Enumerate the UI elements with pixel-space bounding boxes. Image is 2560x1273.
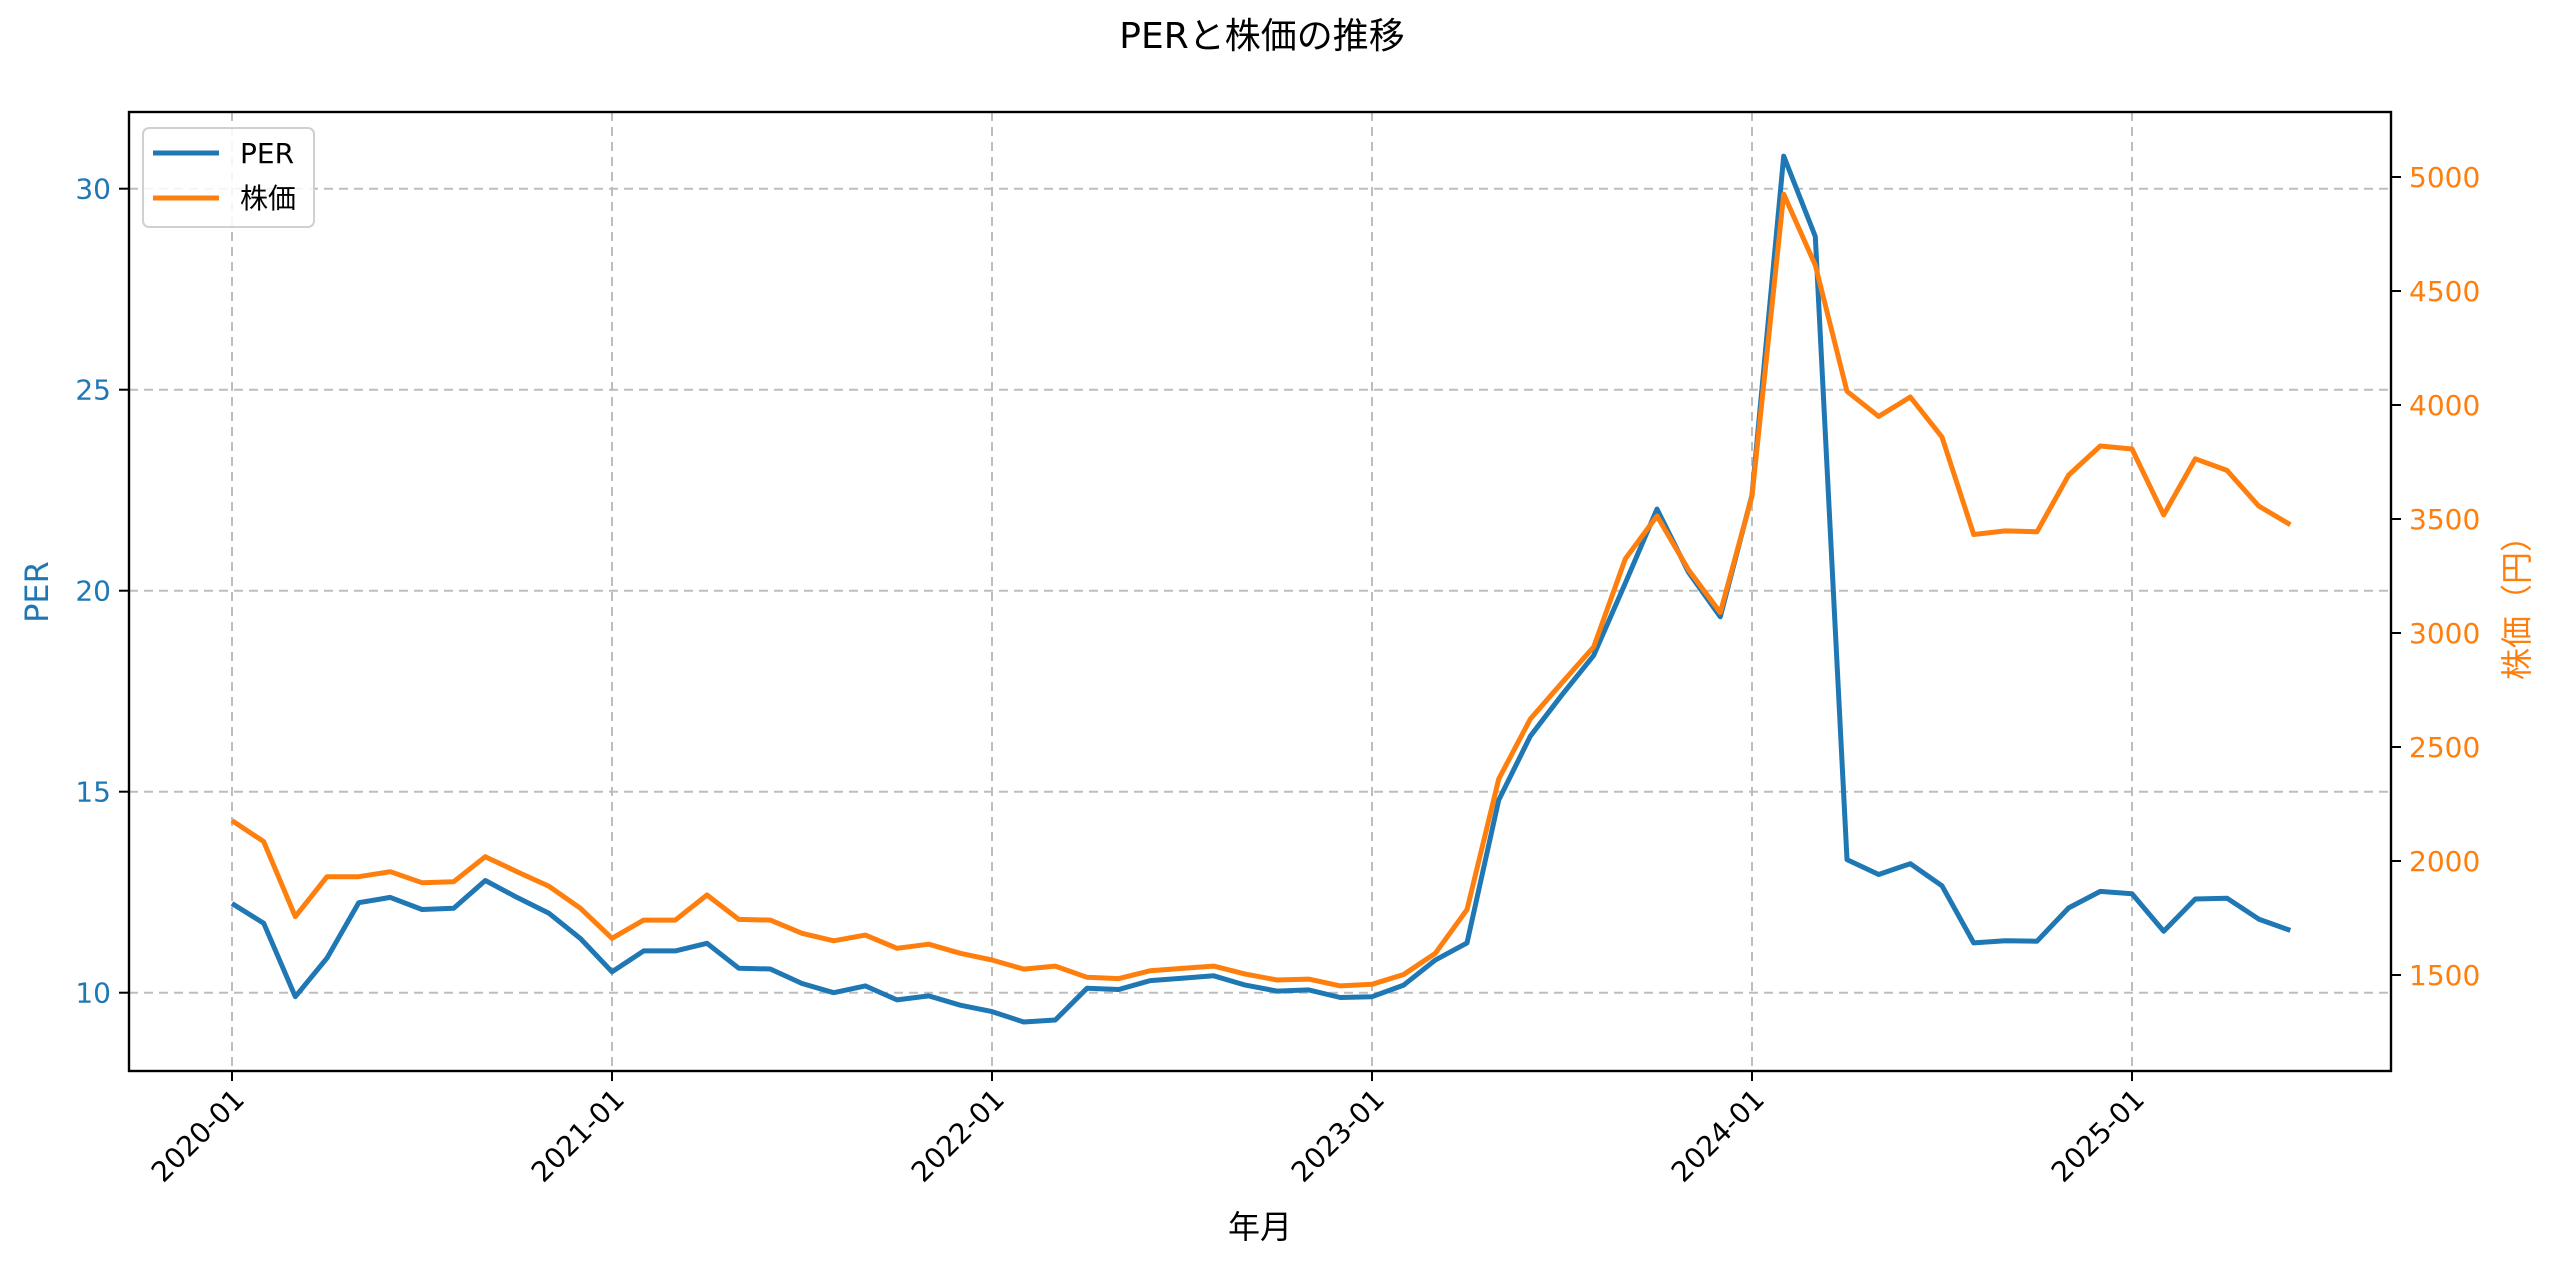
y-right-tick-label: 3000 (2409, 617, 2480, 650)
x-tick-label: 2023-01 (1285, 1083, 1391, 1189)
series-price-line (230, 191, 2292, 989)
x-tick-label: 2020-01 (145, 1083, 251, 1189)
left-y-axis: 10 15 20 25 30 (75, 173, 129, 1010)
y-left-tick-label: 15 (75, 776, 111, 809)
grid-lines (129, 112, 2391, 1071)
chart-title: PERと株価の推移 (1119, 16, 1404, 57)
right-y-axis: 1500 2000 2500 3000 3500 4000 4500 5000 (2391, 161, 2480, 992)
legend-label-per: PER (240, 137, 294, 170)
x-tick-label: 2025-01 (2045, 1083, 2151, 1189)
y-left-tick-label: 25 (75, 374, 111, 407)
x-tick-label: 2021-01 (525, 1083, 631, 1189)
y-right-tick-label: 2500 (2409, 731, 2480, 764)
y-axis-left-label: PER (18, 561, 56, 623)
legend: PER 株価 (142, 127, 315, 228)
y-left-tick-label: 20 (75, 575, 111, 608)
series-per-line (230, 153, 2292, 1025)
y-right-tick-label: 1500 (2409, 959, 2480, 992)
y-right-tick-label: 4000 (2409, 389, 2480, 422)
legend-label-price: 株価 (240, 182, 296, 215)
y-right-tick-label: 2000 (2409, 845, 2480, 878)
y-left-tick-label: 10 (75, 977, 111, 1010)
x-axis-label: 年月 (1228, 1208, 1292, 1246)
y-left-tick-label: 30 (75, 173, 111, 206)
y-axis-right-label: 株価（円） (2498, 520, 2536, 680)
y-right-tick-label: 5000 (2409, 161, 2480, 194)
x-tick-label: 2022-01 (905, 1083, 1011, 1189)
y-right-tick-label: 4500 (2409, 275, 2480, 308)
x-tick-label: 2024-01 (1665, 1083, 1771, 1189)
x-axis: 2020-01 2021-01 2022-01 2023-01 2024-01 2025-… (145, 1071, 2151, 1189)
y-right-tick-label: 3500 (2409, 503, 2480, 536)
series-lines (230, 153, 2292, 1025)
